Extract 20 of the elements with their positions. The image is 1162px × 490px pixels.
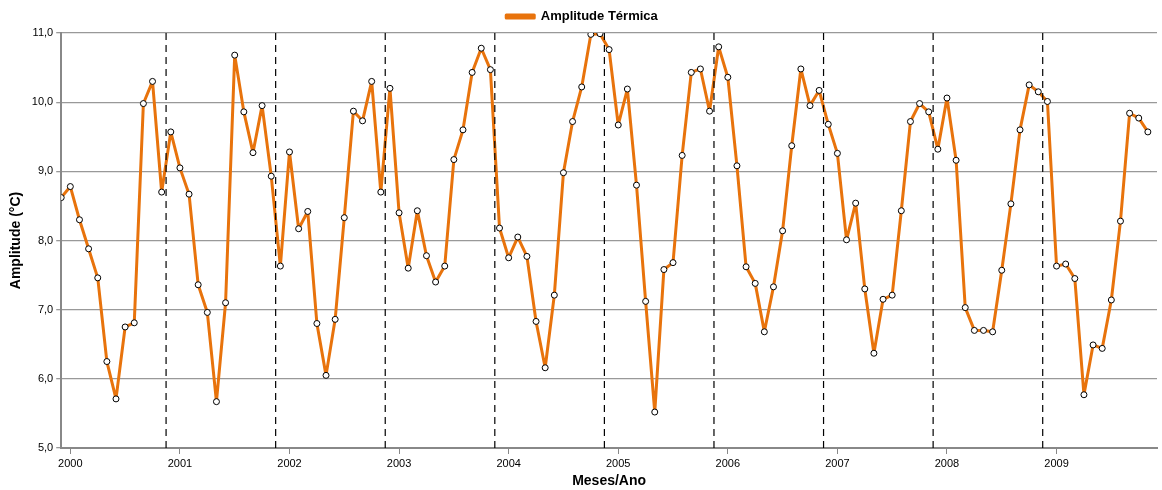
x-tick-label: 2001 xyxy=(167,456,193,469)
x-tick-label: 2005 xyxy=(605,456,631,469)
y-tick-label: 11,0 xyxy=(32,26,54,39)
x-tick-label: 2007 xyxy=(825,456,850,469)
x-tick-label: 2004 xyxy=(496,456,521,469)
y-tick-label: 5,0 xyxy=(37,441,54,454)
y-axis-title: Amplitude (°C) xyxy=(7,191,24,290)
x-tick-label: 2009 xyxy=(1044,456,1069,469)
x-tick-label: 2002 xyxy=(277,456,302,469)
x-tick-label: 2008 xyxy=(934,456,960,469)
x-tick-label: 2003 xyxy=(386,456,412,469)
y-tick-label: 7,0 xyxy=(37,302,54,315)
y-tick-label: 10,0 xyxy=(31,95,54,108)
x-tick-label: 2006 xyxy=(715,456,741,469)
x-axis-title: Meses/Ano xyxy=(572,472,647,489)
y-tick-label: 6,0 xyxy=(37,371,54,384)
x-tick-label: 2000 xyxy=(58,456,83,469)
y-tick-label: 9,0 xyxy=(37,164,54,177)
legend-label: Amplitude Térmica xyxy=(540,8,659,24)
y-tick-label: 8,0 xyxy=(37,233,54,246)
